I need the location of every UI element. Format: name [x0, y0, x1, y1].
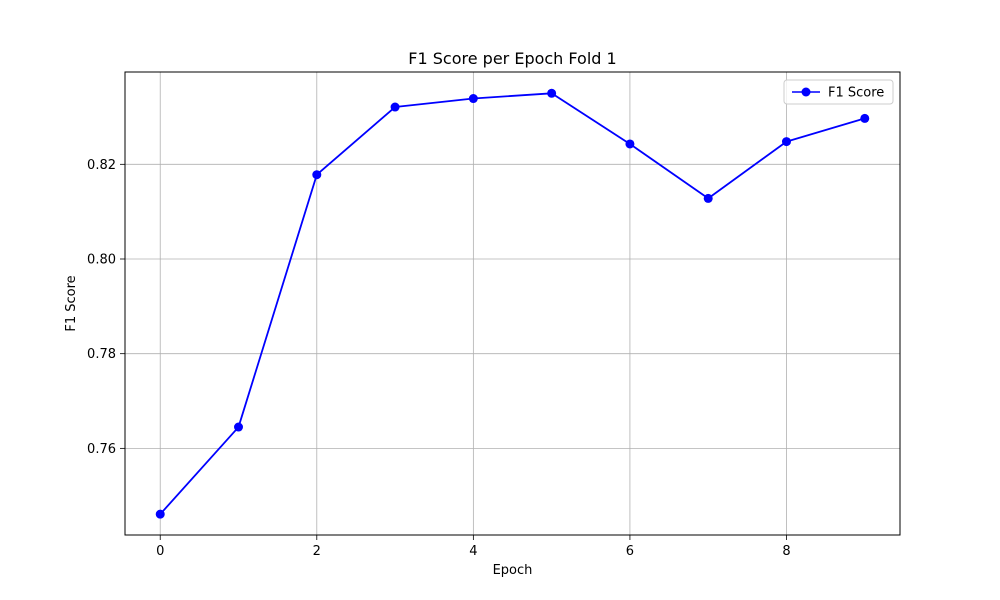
grid: [125, 72, 900, 535]
x-tick-label: 2: [313, 544, 321, 559]
data-point: [155, 509, 165, 519]
x-tick-label: 0: [156, 544, 164, 559]
y-tick-label: 0.80: [87, 252, 116, 267]
y-tick-label: 0.76: [87, 442, 116, 457]
y-tick-label: 0.78: [87, 347, 116, 362]
data-point: [703, 193, 713, 203]
series-layer: [155, 88, 870, 519]
data-point: [234, 422, 244, 432]
data-point: [860, 113, 870, 123]
data-point: [312, 170, 322, 180]
x-axis-label: Epoch: [493, 563, 533, 578]
data-point: [781, 137, 791, 147]
data-point: [625, 139, 635, 149]
x-tick-label: 6: [626, 544, 634, 559]
y-tick-label: 0.82: [87, 158, 116, 173]
series-line: [159, 92, 866, 515]
axes-frame: [124, 71, 901, 536]
ticks-layer: 0 2 4 6 8 0.76 0.78 0.80 0.82: [87, 158, 791, 559]
y-axis-label: F1 Score: [64, 275, 79, 331]
legend: F1 Score: [783, 79, 894, 105]
x-tick-label: 4: [469, 544, 477, 559]
legend-box: [783, 79, 894, 105]
data-point: [390, 102, 400, 112]
legend-marker-swatch: [801, 87, 811, 97]
chart-title: F1 Score per Epoch Fold 1: [408, 49, 616, 68]
x-tick-label: 8: [782, 544, 790, 559]
data-point: [547, 88, 557, 98]
data-point: [468, 94, 478, 104]
legend-entry-label: F1 Score: [828, 86, 884, 101]
